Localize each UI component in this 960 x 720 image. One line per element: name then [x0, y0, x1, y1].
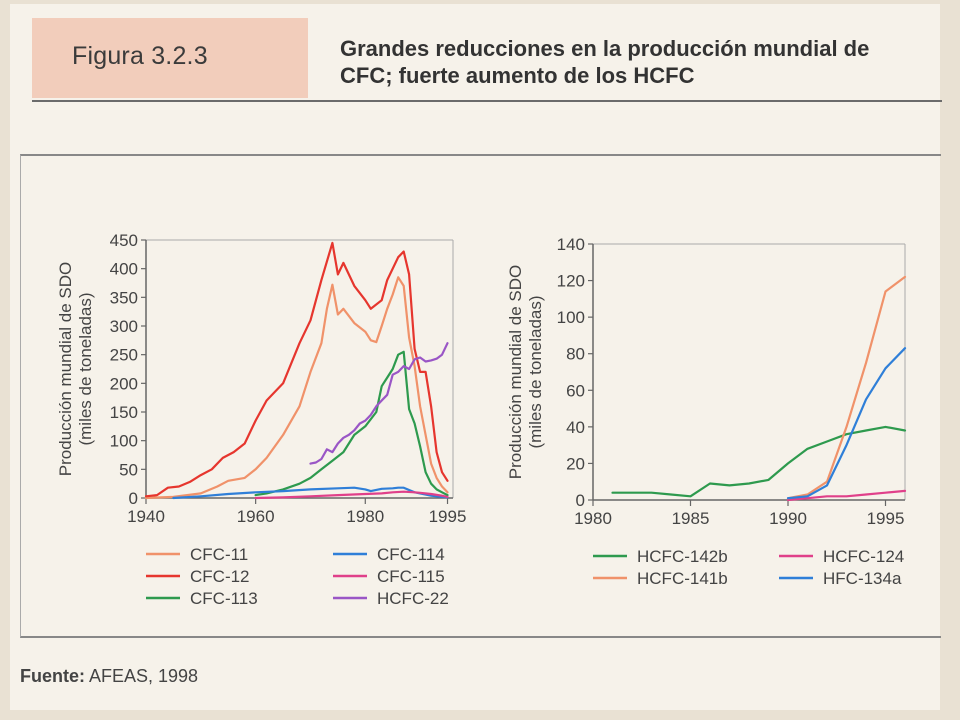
series-line-cfc-11	[144, 276, 449, 500]
right-x-tick-label: 1985	[672, 509, 710, 528]
left-y-axis-label: Producción mundial de SDO (miles de tonel…	[56, 262, 95, 477]
left-x-tick-label: 1995	[429, 507, 467, 526]
left-y-tick-label: 450	[110, 231, 138, 250]
left-y-axis-label-line2: (miles de toneladas)	[76, 292, 95, 445]
legend-item-hfc-134a: HFC-134a	[779, 569, 902, 588]
legend-label-cfc-11: CFC-11	[190, 545, 248, 564]
right-y-axis-label: Producción mundial de SDO (miles de tonel…	[506, 265, 545, 480]
cfc-production-chart: 0 50 100 150 200 250 300 350 400 450 1940 1960 1980 1…	[56, 231, 467, 608]
left-x-tick-label: 1980	[346, 507, 384, 526]
left-y-tick-label: 50	[119, 460, 138, 479]
hcfc-production-chart: 0 20 40 60 80 100 120 140 1980 1985 1990 1995 Produc…	[506, 235, 907, 588]
series-line-hcfc-141b	[786, 275, 907, 500]
right-y-tick-label: 60	[566, 381, 585, 400]
legend-item-hcfc-141b: HCFC-141b	[593, 569, 728, 588]
series-line-cfc-12	[144, 241, 449, 498]
legend-item-cfc-11: CFC-11	[146, 545, 248, 564]
left-y-tick-label: 0	[129, 489, 138, 508]
legend-item-cfc-12: CFC-12	[146, 567, 250, 586]
right-y-tick-label: 20	[566, 454, 585, 473]
right-x-tick-label: 1990	[769, 509, 807, 528]
left-y-tick-label: 250	[110, 346, 138, 365]
right-x-tick-label: 1995	[867, 509, 905, 528]
legend-label-hcfc-124: HCFC-124	[823, 547, 904, 566]
legend-label-cfc-12: CFC-12	[190, 567, 250, 586]
series-line-cfc-115	[254, 490, 449, 500]
right-y-tick-label: 0	[576, 491, 585, 510]
source-prefix: Fuente:	[20, 666, 85, 686]
legend-item-hcfc-124: HCFC-124	[779, 547, 904, 566]
legend-item-cfc-113: CFC-113	[146, 589, 258, 608]
source-text: AFEAS, 1998	[85, 666, 199, 686]
charts-panel: 0 50 100 150 200 250 300 350 400 450 1940 1960 1980 1…	[20, 154, 941, 638]
left-y-tick-label: 150	[110, 403, 138, 422]
legend-label-cfc-115: CFC-115	[377, 567, 445, 586]
left-y-tick-label: 400	[110, 260, 138, 279]
figure-title: Grandes reducciones en la producción mun…	[340, 36, 870, 88]
legend-item-cfc-114: CFC-114	[333, 545, 445, 564]
left-y-tick-label: 350	[110, 288, 138, 307]
legend-label-hcfc-142b: HCFC-142b	[637, 547, 728, 566]
figure-label-band	[32, 18, 308, 98]
legend-label-hfc-134a: HFC-134a	[823, 569, 902, 588]
header-divider	[32, 100, 942, 102]
series-line-hcfc-124	[786, 489, 907, 502]
legend-label-cfc-113: CFC-113	[190, 589, 258, 608]
left-x-tick-label: 1960	[237, 507, 275, 526]
left-y-tick-label: 100	[110, 432, 138, 451]
legend-label-hcfc-22: HCFC-22	[377, 589, 449, 608]
right-x-tick-label: 1980	[574, 509, 612, 528]
series-line-hcfc-142b	[611, 425, 907, 498]
figure-sheet: Figura 3.2.3 Grandes reducciones en la p…	[10, 4, 942, 710]
source-note: Fuente: AFEAS, 1998	[20, 666, 198, 687]
legend-label-cfc-114: CFC-114	[377, 545, 445, 564]
legend-label-hcfc-141b: HCFC-141b	[637, 569, 728, 588]
right-y-tick-label: 40	[566, 418, 585, 437]
right-y-tick-label: 140	[557, 235, 585, 254]
series-line-cfc-113	[254, 350, 449, 497]
right-y-tick-label: 120	[557, 272, 585, 291]
legend-item-hcfc-142b: HCFC-142b	[593, 547, 728, 566]
left-x-tick-label: 1940	[127, 507, 165, 526]
left-y-axis-label-line1: Producción mundial de SDO	[56, 262, 75, 477]
right-y-axis-label-line2: (miles de toneladas)	[526, 295, 545, 448]
series-line-hcfc-22	[309, 342, 449, 465]
legend-item-cfc-115: CFC-115	[333, 567, 445, 586]
right-y-axis-label-line1: Producción mundial de SDO	[506, 265, 525, 480]
figure-label: Figura 3.2.3	[72, 42, 208, 70]
left-y-tick-label: 200	[110, 374, 138, 393]
right-y-tick-label: 100	[557, 308, 585, 327]
series-line-hfc-134a	[786, 347, 907, 500]
legend-item-hcfc-22: HCFC-22	[333, 589, 449, 608]
left-y-tick-label: 300	[110, 317, 138, 336]
right-y-tick-label: 80	[566, 345, 585, 364]
